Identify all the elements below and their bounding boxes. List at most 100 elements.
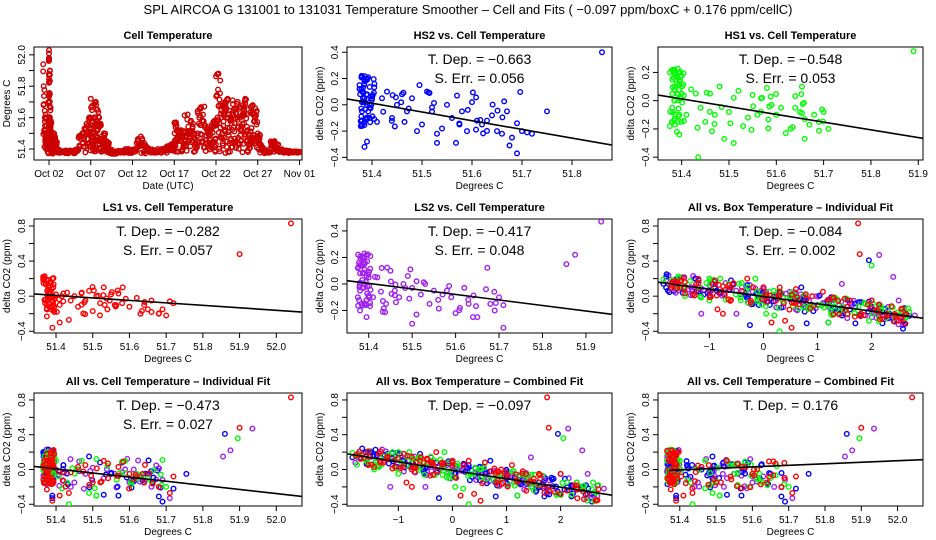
point-hs1 [707,90,714,97]
point-cell [146,146,153,153]
point-ls1 [82,297,89,304]
x-tick-label: Oct 22 [201,169,231,180]
point-ls1 [545,424,552,431]
point-ls1-dense [62,483,69,490]
point-hs1 [763,84,770,91]
x-tick-label: 51.5 [83,515,103,526]
point-cell [125,146,132,153]
point-ls1 [159,306,166,313]
point-cell [56,149,63,156]
point-hs1-dense [775,304,782,311]
point-hs1 [771,312,778,319]
point-hs2 [389,114,396,121]
y-tick-label: 0.4 [17,427,28,441]
x-tick-label: 51.9 [852,515,872,526]
point-ls1-dense [730,280,737,287]
point-ls2-dense [361,301,368,308]
point-ls2-dense [361,266,368,273]
point-ls1 [544,394,551,401]
point-hs1-dense [764,482,771,489]
point-hs1-dense [710,479,717,486]
point-ls2-dense [367,265,374,272]
point-ls1-dense [48,481,55,488]
point-hs1 [476,466,483,473]
point-ls1-dense [738,485,745,492]
point-hs2-dense [372,446,379,453]
x-tick-label: 51.7 [512,169,532,180]
point-ls2-dense [719,470,726,477]
y-tick-label: −0.4 [330,147,341,167]
x-tick-label: 51.9 [909,169,929,180]
x-tick-label: 51.4 [359,342,379,353]
point-hs1 [759,94,766,101]
point-ls2 [354,265,361,272]
point-ls1 [111,301,118,308]
point-hs1 [749,92,756,99]
point-ls2 [370,294,377,301]
point-hs1 [865,317,872,324]
point-hs1 [666,123,673,130]
point-ls1-dense [788,291,795,298]
point-hs1 [560,435,567,442]
point-hs1 [702,118,709,125]
x-axis-label: Degrees C [144,527,192,538]
point-ls1-dense [580,496,587,503]
point-hs2-dense [742,470,749,477]
point-cell [247,136,254,143]
point-ls1 [477,497,484,504]
point-hs2 [426,89,433,96]
point-ls1 [82,462,89,469]
y-tick-label: 51.8 [17,76,28,96]
point-cell-dense [212,135,219,142]
point-hs1 [692,90,699,97]
point-ls2 [500,302,507,309]
point-ls2 [572,251,579,258]
point-hs1 [796,108,803,115]
std-error-label: S. Err. = 0.057 [123,242,213,258]
point-cell [224,95,231,102]
point-hs1 [678,90,685,97]
point-ls1-dense [665,457,672,464]
point-hs2-dense [358,105,365,112]
x-tick-label: 1 [504,515,510,526]
point-ls1-dense [96,312,103,319]
point-ls2-dense [491,288,498,295]
point-ls1 [287,220,294,227]
point-hs1 [825,125,832,132]
point-ls2 [396,294,403,301]
point-hs1-dense [581,482,588,489]
point-hs2 [464,128,471,135]
point-hs2 [409,95,416,102]
point-ls1 [689,489,696,496]
point-hs1-dense [675,105,682,112]
x-tick-label: 51.6 [120,515,140,526]
point-ls2 [387,267,394,274]
point-ls1 [108,291,115,298]
x-tick-label: 52.0 [888,515,908,526]
point-hs1 [825,319,832,326]
point-ls2 [465,300,472,307]
fit-line [668,458,923,472]
point-ls1 [384,453,391,460]
point-ls1 [782,317,789,324]
x-tick-label: 52.0 [267,515,287,526]
point-hs1 [697,104,704,111]
point-hs2-dense [533,487,540,494]
point-hs2 [155,493,162,500]
point-hs2-dense [549,476,556,483]
point-ls1-dense [105,475,112,482]
temp-dependence-label: T. Dep. = −0.663 [428,51,532,67]
point-ls1-dense [365,462,372,469]
point-ls1-dense [705,481,712,488]
point-cell [162,146,169,153]
point-ls1 [417,457,424,464]
fit-line [347,453,612,496]
point-hs1 [792,104,799,111]
point-ls1 [56,319,63,326]
point-hs1-dense [735,280,742,287]
point-cell [296,149,302,156]
point-ls2-dense [356,259,363,266]
point-ls1-dense [781,474,788,481]
point-hs1-dense [584,497,591,504]
